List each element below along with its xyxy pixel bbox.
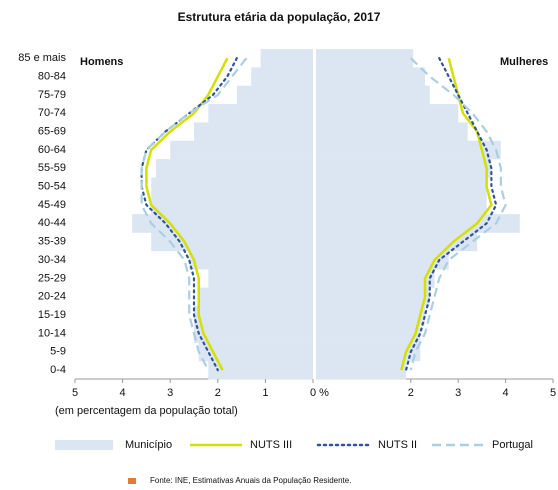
bar bbox=[132, 214, 313, 233]
x-tick-label: 2 bbox=[215, 387, 221, 399]
y-tick-label: 30-34 bbox=[38, 254, 66, 266]
bar bbox=[198, 287, 313, 307]
y-tick-label: 70-74 bbox=[38, 107, 66, 119]
legend-label: Município bbox=[125, 439, 172, 451]
bar bbox=[316, 177, 487, 197]
y-tick-label: 75-79 bbox=[38, 89, 66, 101]
bar bbox=[316, 269, 435, 288]
panel-label: Mulheres bbox=[500, 56, 548, 68]
bar bbox=[316, 159, 492, 178]
bar bbox=[316, 104, 459, 123]
bar bbox=[316, 214, 520, 233]
line-series bbox=[400, 57, 493, 371]
y-tick-label: 45-49 bbox=[38, 199, 66, 211]
bar bbox=[316, 360, 407, 380]
bar bbox=[316, 287, 430, 307]
bar bbox=[260, 49, 313, 68]
bar bbox=[208, 360, 313, 380]
bar bbox=[170, 140, 313, 160]
bar bbox=[208, 269, 313, 288]
bar bbox=[316, 85, 430, 105]
line-series bbox=[409, 57, 507, 371]
line-series bbox=[140, 57, 248, 371]
line-series bbox=[145, 57, 229, 371]
bar bbox=[316, 195, 487, 215]
y-tick-label: 85 e mais bbox=[18, 52, 66, 64]
bar bbox=[151, 177, 313, 197]
bar bbox=[151, 195, 313, 215]
bar bbox=[316, 250, 449, 270]
y-tick-label: 65-69 bbox=[38, 125, 66, 137]
x-tick-label: 5 bbox=[72, 387, 78, 399]
bar bbox=[316, 122, 468, 142]
bar bbox=[198, 342, 313, 362]
bar bbox=[189, 250, 313, 270]
x-axis-label: (em percentagem da população total) bbox=[55, 405, 238, 417]
line-series bbox=[404, 57, 498, 372]
bar bbox=[316, 232, 478, 252]
y-tick-label: 60-64 bbox=[38, 144, 66, 156]
source: Fonte: INE, Estimativas Anuais da Popula… bbox=[150, 476, 351, 485]
panel-label: Homens bbox=[80, 56, 123, 68]
x-tick-label: 4 bbox=[503, 387, 509, 399]
x-tick-label: 2 bbox=[408, 387, 414, 399]
legend-label: NUTS III bbox=[250, 439, 292, 451]
y-tick-label: 55-59 bbox=[38, 162, 66, 174]
y-tick-label: 10-14 bbox=[38, 327, 66, 339]
y-tick-label: 20-24 bbox=[38, 291, 66, 303]
bar bbox=[316, 67, 426, 86]
x-tick-label: 0 % bbox=[310, 387, 329, 399]
y-tick-label: 40-44 bbox=[38, 217, 66, 229]
bar bbox=[236, 85, 313, 105]
bar bbox=[316, 324, 421, 343]
legend-swatch bbox=[55, 440, 113, 450]
legend-label: NUTS II bbox=[378, 439, 417, 451]
x-tick-label: 5 bbox=[550, 387, 556, 399]
legend-label: Portugal bbox=[492, 439, 533, 451]
y-tick-label: 0-4 bbox=[50, 364, 66, 376]
y-tick-label: 35-39 bbox=[38, 236, 66, 248]
bar bbox=[194, 324, 313, 343]
y-tick-label: 50-54 bbox=[38, 181, 66, 193]
y-tick-label: 80-84 bbox=[38, 70, 66, 82]
y-tick-label: 5-9 bbox=[50, 346, 66, 358]
y-tick-label: 25-29 bbox=[38, 272, 66, 284]
bar bbox=[194, 305, 313, 325]
chart-title: Estrutura etária da população, 2017 bbox=[178, 10, 381, 24]
bar bbox=[155, 159, 313, 178]
bar bbox=[316, 305, 426, 325]
x-tick-label: 3 bbox=[167, 387, 173, 399]
bar bbox=[251, 67, 313, 86]
x-tick-label: 4 bbox=[120, 387, 126, 399]
bar bbox=[316, 342, 421, 362]
x-tick-label: 1 bbox=[262, 387, 268, 399]
source-icon bbox=[128, 478, 136, 484]
bar bbox=[208, 104, 313, 123]
y-tick-label: 15-19 bbox=[38, 309, 66, 321]
x-tick-label: 3 bbox=[455, 387, 461, 399]
bar bbox=[316, 140, 501, 160]
bar bbox=[316, 49, 414, 68]
bar bbox=[151, 232, 313, 252]
bar bbox=[194, 122, 313, 142]
